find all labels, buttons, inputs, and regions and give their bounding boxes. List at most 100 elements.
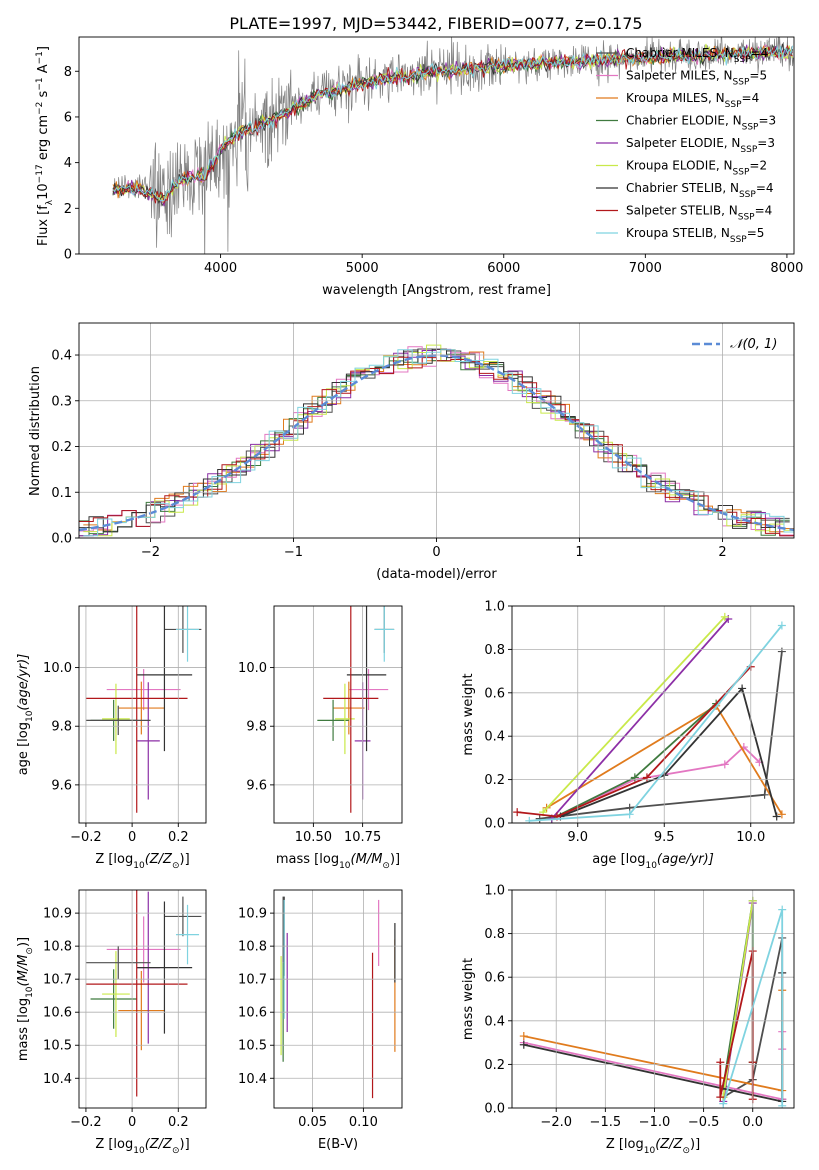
plot-area (513, 612, 786, 823)
x-tick-label: 1 (575, 545, 583, 560)
x-axis-label: mass [log10(M/M⊙)] (276, 852, 400, 871)
x-tick-label: 0 (128, 830, 136, 845)
axes-frame (78, 889, 207, 1109)
plot-area (85, 606, 202, 813)
axes-frame (78, 605, 207, 824)
label-part: SSP (739, 190, 756, 200)
label-part: Kroupa STELIB, N (626, 226, 730, 240)
mass-weight-point (519, 1040, 528, 1049)
x-axis-label: Z [log10(Z/Z⊙)] (95, 852, 189, 871)
plot-area (280, 896, 396, 1099)
label-part: Salpeter MILES, N (626, 69, 733, 83)
label-part: ⊙ (172, 1146, 180, 1156)
label-part: ⊙ (682, 1146, 690, 1156)
x-tick-label: 9.0 (567, 830, 588, 845)
label-part: (M/M (16, 955, 31, 987)
label-part: ⊙ (172, 861, 180, 871)
label-part: =3 (758, 114, 776, 128)
y-tick-label: 10.7 (43, 973, 72, 988)
x-tick-label: 4000 (204, 261, 237, 276)
label-part: −2 (35, 102, 45, 115)
mass-weight-point (777, 621, 786, 630)
y-tick-label: 0.3 (51, 394, 72, 409)
label-part: Kroupa MILES, N (626, 91, 725, 105)
label-part: 10 (25, 710, 35, 722)
axes-spectrum: 4000 5000 6000 7000 8000 0 2 4 6 8 wavelength [Ang… (35, 36, 803, 298)
residual-histogram-step (79, 348, 790, 533)
label-part: )] (390, 852, 400, 867)
y-tick-label: 0.1 (51, 486, 72, 501)
label-part: −1 (35, 51, 45, 64)
legend-label: Chabrier MILES, NSSP=4 (626, 46, 768, 65)
y-tick-label: 0.2 (51, 440, 72, 455)
label-part: age [log (16, 722, 31, 775)
label-part: SSP (725, 100, 742, 110)
mass-weight-line (560, 686, 778, 818)
x-tick-label: 0 (432, 545, 440, 560)
mass-weight-point (525, 816, 534, 823)
axes-frame (511, 605, 795, 824)
y-axis-label: Normed distribution (28, 366, 43, 496)
y-tick-label: 10.5 (238, 1039, 267, 1054)
x-tick-label: 0.2 (168, 1115, 189, 1130)
x-tick-label: 10.75 (344, 830, 381, 845)
label-part: Flux [f (36, 205, 51, 246)
plot-area (85, 890, 202, 1097)
x-tick-label: −0.2 (70, 1115, 102, 1130)
y-tick-label: 9.6 (246, 778, 267, 793)
label-part: 10 (25, 986, 35, 998)
label-part: (Z/Z (655, 1137, 683, 1152)
label-part: (Z/Z (145, 852, 173, 867)
axes-frame (78, 36, 795, 255)
residual-histogram-step (83, 349, 794, 533)
label-part: =4 (742, 91, 760, 105)
mass-weight-point (738, 684, 747, 693)
x-tick-label: 7000 (629, 261, 662, 276)
label-part: −17 (35, 164, 45, 183)
y-tick-label: 9.8 (246, 720, 267, 735)
axes-mass-vs-Z: −0.2 0 0.210.410.510.610.710.810.9Z [log10… (16, 889, 207, 1156)
x-tick-label: 10.50 (295, 830, 332, 845)
y-tick-label: 9.6 (51, 778, 72, 793)
label-part: 10 (339, 861, 351, 871)
label-part: 10 (36, 183, 51, 200)
mass-weight-point (719, 1099, 728, 1108)
mass-weight-point (630, 773, 639, 782)
label-part: (M/M (351, 852, 383, 867)
axes-frame (273, 605, 403, 824)
label-part: =4 (755, 204, 773, 218)
y-tick-label: 10.4 (238, 1072, 267, 1087)
label-part: SSP (742, 123, 759, 133)
legend-label: Kroupa MILES, NSSP=4 (626, 91, 759, 110)
label-part: Z [log (95, 852, 133, 867)
legend-label: Salpeter STELIB, NSSP=4 (626, 204, 772, 223)
y-tick-label: 10.7 (238, 973, 267, 988)
y-tick-label: 0.4 (51, 349, 72, 364)
mass-weight-line (517, 666, 752, 818)
mass-weight-point (777, 647, 786, 656)
y-tick-label: 10.0 (238, 661, 267, 676)
plot-area (317, 606, 395, 813)
x-tick-label: 0.2 (168, 830, 189, 845)
x-tick-label: 0.05 (298, 1115, 327, 1130)
y-tick-label: 0.8 (484, 643, 505, 658)
label-part: E(B-V) (318, 1137, 358, 1152)
mass-weight-line (529, 624, 783, 822)
y-tick-label: 0.2 (484, 1058, 505, 1073)
y-tick-label: 0.2 (484, 773, 505, 788)
label-part: )] (16, 937, 31, 947)
label-part: Salpeter ELODIE, N (626, 136, 740, 150)
y-tick-label: 10.9 (238, 907, 267, 922)
x-tick-label: 0.10 (349, 1115, 378, 1130)
y-tick-label: 0.0 (484, 1102, 505, 1117)
mass-weight-line (523, 1031, 784, 1101)
label-part: (Z/Z (145, 1137, 173, 1152)
model-spectrum-line (112, 45, 794, 202)
y-tick-label: 6 (64, 110, 72, 125)
x-tick-label: −1 (284, 545, 303, 560)
x-tick-label: 0.0 (742, 1115, 763, 1130)
y-tick-label: 0.0 (51, 532, 72, 547)
y-tick-label: 2 (64, 202, 72, 217)
y-axis-label: age [log10(age/yr)] (16, 654, 35, 776)
